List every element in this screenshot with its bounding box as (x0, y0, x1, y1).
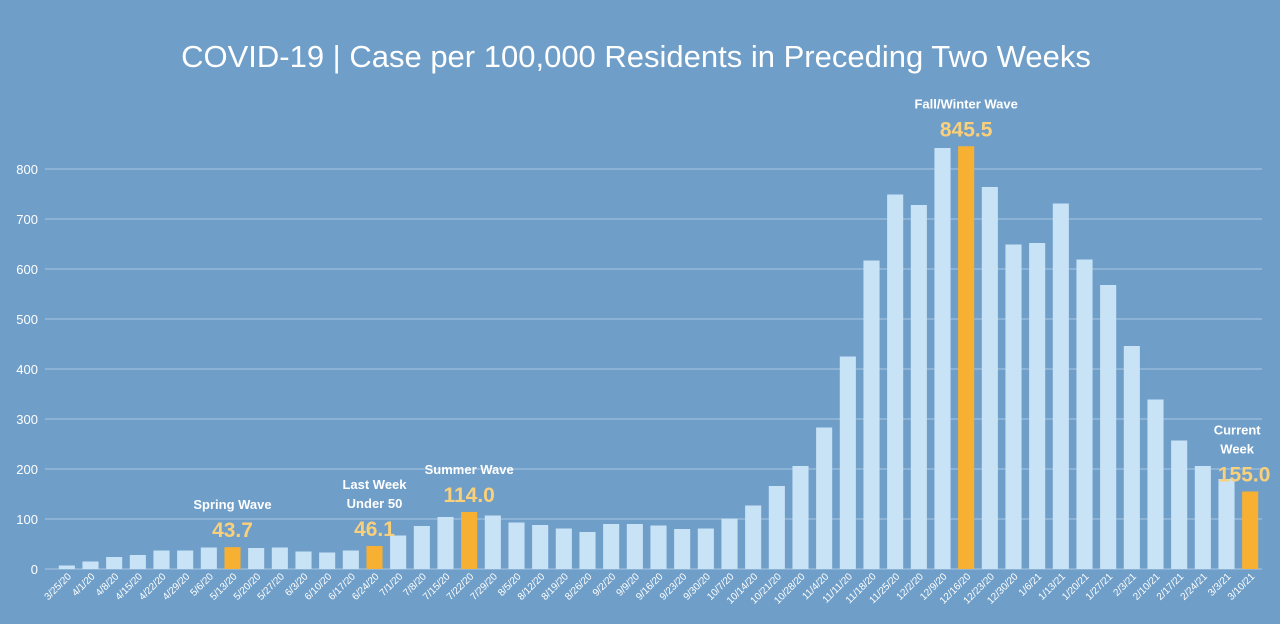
bar (153, 550, 170, 569)
annotation-label: Fall/Winter Wave (914, 96, 1017, 111)
bar (390, 535, 407, 569)
bar (437, 517, 454, 569)
bar (887, 194, 904, 569)
bar (1218, 479, 1235, 569)
bar (508, 522, 525, 569)
x-tick-label: 1/27/21 (1084, 571, 1116, 603)
bar (745, 505, 762, 569)
annotation-label: Last Week (342, 477, 407, 492)
x-tick-label: 5/27/20 (256, 571, 288, 603)
bar (674, 529, 691, 569)
bar (271, 547, 288, 569)
bar (1194, 466, 1211, 569)
bar (555, 528, 572, 569)
x-tick-label: 8/26/20 (563, 571, 595, 603)
y-tick-label: 500 (16, 312, 38, 327)
bar (792, 466, 809, 569)
bar (200, 547, 217, 569)
bar (1052, 203, 1069, 569)
bars (58, 146, 1259, 569)
bar (129, 555, 146, 569)
annotation-value: 43.7 (212, 519, 253, 542)
bar (768, 486, 785, 569)
bar-highlighted (366, 545, 383, 569)
annotation-label: Spring Wave (193, 497, 271, 512)
x-tick-label: 6/24/20 (350, 571, 382, 603)
x-tick-label: 9/2/20 (591, 571, 619, 599)
y-axis-ticks: 0 100 200 300 400 500 600 700 800 (16, 162, 38, 577)
annotation-label: Current (1214, 423, 1262, 438)
chart-title: COVID-19 | Case per 100,000 Residents in… (181, 39, 1091, 74)
bar (626, 524, 643, 569)
bar (910, 205, 927, 569)
bar (603, 524, 620, 569)
bar-highlighted (1242, 491, 1259, 569)
annotation-label: Week (1220, 442, 1254, 457)
bar (839, 356, 856, 569)
bar (816, 427, 833, 569)
y-tick-label: 600 (16, 262, 38, 277)
x-tick-label: 7/29/20 (469, 571, 501, 603)
bar (1005, 244, 1022, 569)
x-tick-label: 2/24/21 (1179, 571, 1211, 603)
bar (579, 532, 596, 569)
bar (342, 550, 359, 569)
annotation-value: 155.0 (1218, 464, 1271, 487)
x-tick-label: 3/25/20 (43, 571, 75, 603)
bar-highlighted (224, 547, 241, 569)
bar (58, 565, 75, 569)
y-tick-label: 100 (16, 512, 38, 527)
bar-highlighted (958, 146, 975, 569)
bar (697, 528, 714, 569)
bar (934, 148, 951, 569)
y-tick-label: 800 (16, 162, 38, 177)
x-tick-label: 7/1/20 (378, 571, 406, 599)
annotation-value: 114.0 (443, 484, 494, 507)
bar-highlighted (461, 512, 478, 569)
x-tick-label: 4/29/20 (161, 571, 193, 603)
y-tick-label: 300 (16, 412, 38, 427)
y-tick-label: 0 (31, 562, 38, 577)
bar (721, 518, 738, 569)
annotation-value: 46.1 (354, 518, 395, 541)
bar (1029, 243, 1046, 569)
bar (650, 525, 667, 569)
x-axis-ticks: 3/25/204/1/204/8/204/15/204/22/204/29/20… (43, 571, 1258, 607)
y-tick-label: 700 (16, 212, 38, 227)
y-tick-label: 400 (16, 362, 38, 377)
bar (413, 526, 430, 569)
annotation-label: Summer Wave (425, 462, 514, 477)
annotation-value: 845.5 (940, 118, 993, 141)
bar (1171, 440, 1188, 569)
x-tick-label: 4/1/20 (70, 571, 98, 599)
bar (863, 260, 880, 569)
bar (532, 525, 549, 569)
y-tick-label: 200 (16, 462, 38, 477)
x-tick-label: 3/10/21 (1226, 571, 1258, 603)
bar (319, 552, 336, 569)
bar (1123, 346, 1140, 569)
bar (981, 187, 998, 569)
bar (248, 548, 265, 569)
annotation-label: Under 50 (347, 496, 403, 511)
bar (1076, 259, 1093, 569)
bar (1147, 399, 1164, 569)
bar (82, 561, 99, 569)
bar (177, 550, 194, 569)
bar (106, 557, 123, 569)
annotations: 43.7 Spring Wave 46.1 Last Week Under 50 114.… (193, 96, 1270, 542)
bar (484, 515, 501, 569)
bar (295, 551, 312, 569)
gridlines (45, 168, 1262, 570)
bar (1100, 285, 1117, 569)
